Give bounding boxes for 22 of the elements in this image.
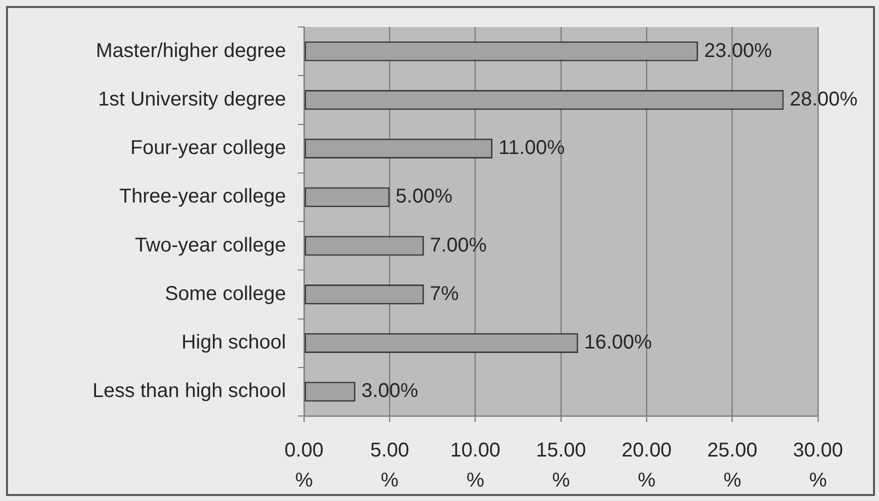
data-label: 7%	[430, 282, 460, 305]
y-tick-label: Four-year college	[130, 137, 286, 160]
x-tick-label: 0.00%	[284, 440, 324, 492]
x-tick-label: 15.00%	[536, 440, 586, 492]
y-tick-label: High school	[181, 332, 286, 354]
x-tick-label: 5.00%	[370, 440, 410, 492]
data-label: 5.00%	[396, 186, 453, 208]
x-tick-label: 25.00%	[707, 440, 758, 492]
y-tick-label: Less than high school	[92, 380, 286, 402]
y-tick-label: Three-year college	[119, 186, 286, 208]
data-label: 3.00%	[361, 380, 418, 402]
y-tick-label: Some college	[164, 282, 286, 305]
data-label: 16.00%	[584, 332, 652, 354]
y-tick-label: Two-year college	[134, 234, 286, 256]
y-tick-label: Master/higher degree	[96, 40, 286, 62]
data-label: 23.00%	[704, 40, 772, 62]
x-tick-label: 20.00%	[622, 440, 672, 492]
data-label: 7.00%	[430, 234, 487, 256]
x-tick-label: 10.00%	[450, 440, 500, 492]
y-tick-label: 1st University degree	[98, 88, 286, 110]
x-tick-label: 30.00%	[792, 440, 844, 492]
data-label: 11.00%	[498, 137, 566, 160]
